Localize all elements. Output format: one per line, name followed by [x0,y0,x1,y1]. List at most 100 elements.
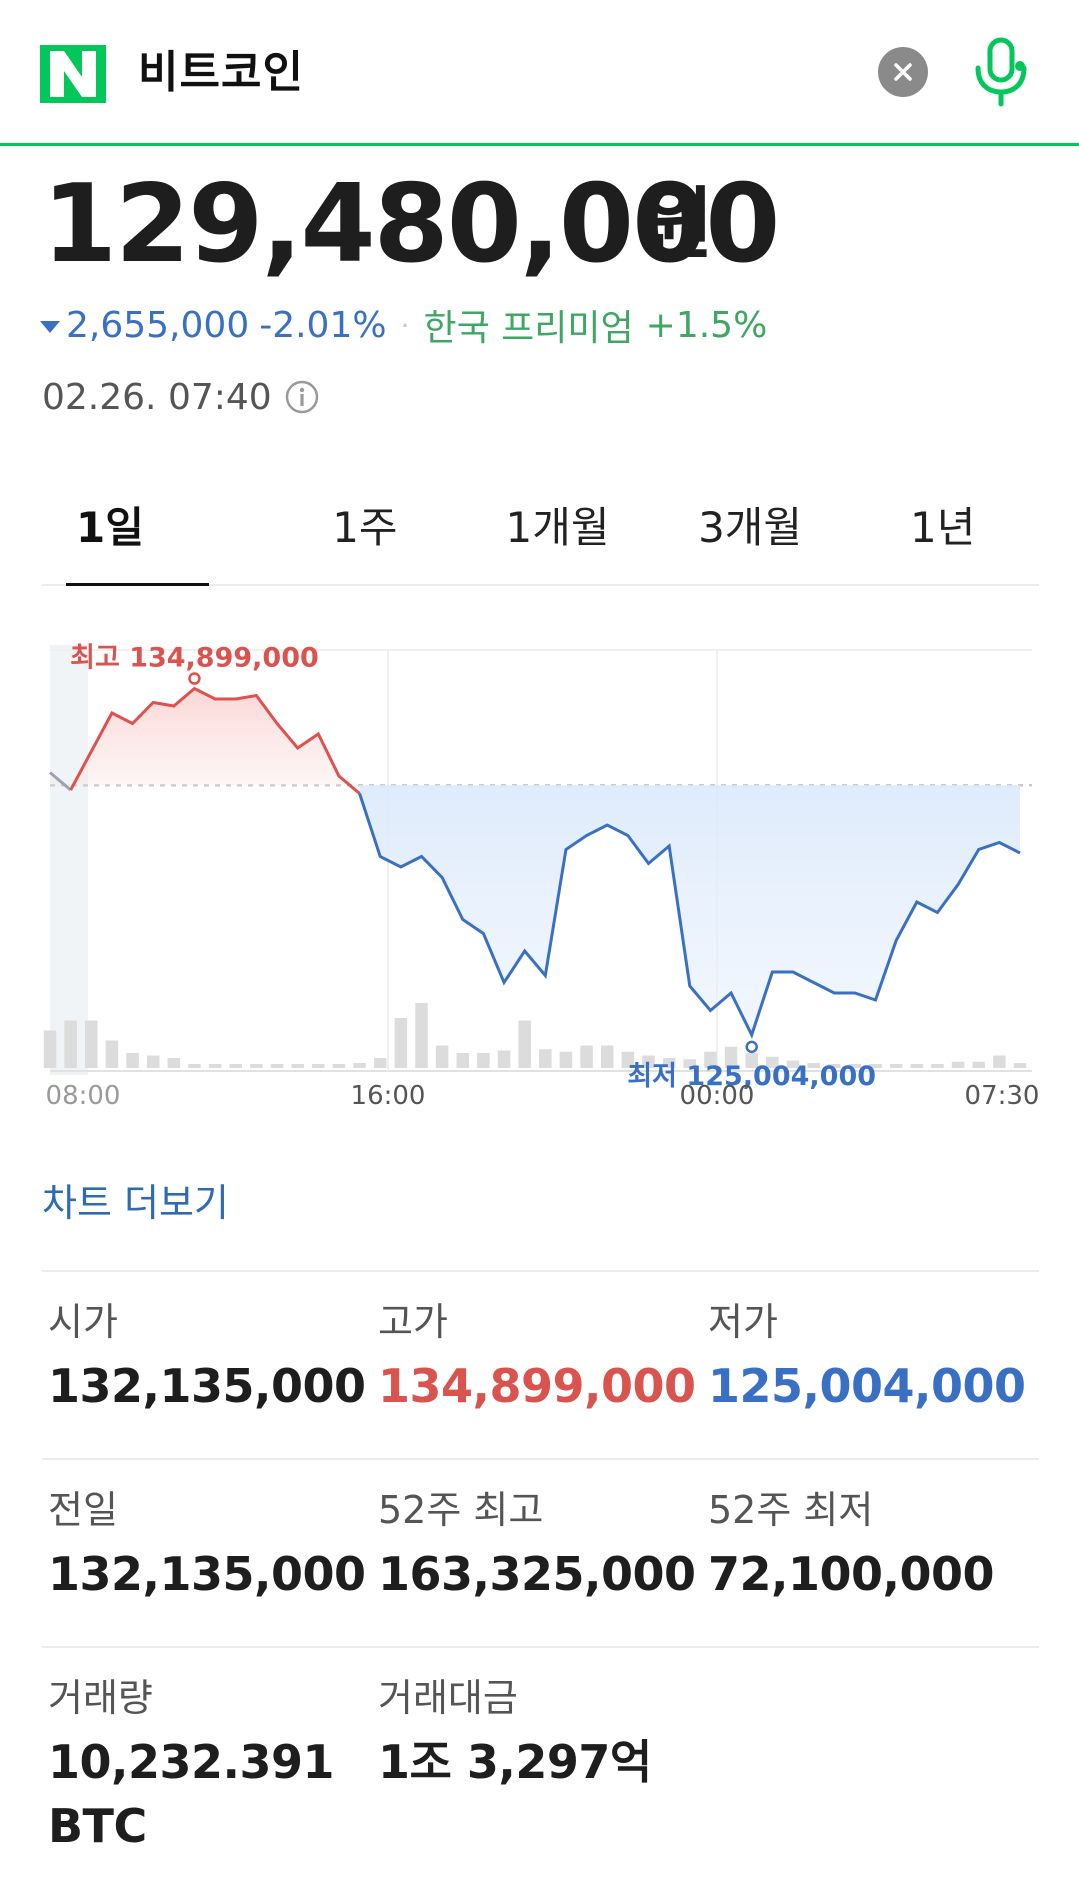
volume-bar [394,1018,408,1068]
price-line-premarket [49,771,72,792]
stats-grid: 시가 132,135,000 고가 134,899,000 저가 125,004… [42,1270,1039,1853]
price-line-down [358,793,1021,1039]
volume-bar [827,1064,841,1068]
timestamp: 02.26. 07:40 [42,376,272,418]
stat-52w-low: 52주 최저 72,100,000 [708,1484,1028,1606]
volume-bar [477,1053,490,1068]
premarket-band [50,645,88,1075]
volume-bar [621,1051,635,1068]
x-tick-label: 00:00 [680,1081,755,1110]
tab-1year[interactable]: 1년 [909,503,976,552]
separator-dot: · [400,308,410,342]
stat-52w-high: 52주 최고 163,325,000 [378,1484,698,1606]
volume-bar [931,1064,944,1068]
stats-row: 전일 132,135,000 52주 최고 163,325,000 52주 최저… [42,1460,1039,1648]
stat-label: 시가 [48,1300,118,1344]
stat-prev-close: 전일 132,135,000 [48,1484,368,1606]
volume-bar [353,1063,366,1068]
price-area-up [50,688,360,786]
volume-bar [373,1058,387,1068]
stat-value: 10,232.391 [48,1735,335,1789]
stat-value-unit: BTC [48,1799,147,1853]
stats-row: 거래량 10,232.391 BTC 거래대금 1조 3,297억 [42,1648,1039,1853]
change-row: 2,655,000 -2.01% · 한국 프리미엄 +1.5% [40,300,767,350]
volume-bar [250,1064,263,1068]
tab-3month[interactable]: 3개월 [698,503,803,552]
volume-bar [580,1045,593,1068]
volume-bar [910,1064,924,1068]
naver-logo[interactable] [40,45,106,103]
stat-value: 1조 3,297억 [378,1735,652,1789]
voice-search-button[interactable] [970,36,1032,108]
stat-label: 전일 [48,1488,118,1532]
volume-bar [105,1040,119,1068]
volume-bar [64,1020,77,1068]
stat-value: 132,135,000 [48,1547,366,1601]
volume-bar [188,1064,201,1068]
close-icon [894,63,912,81]
korea-premium-value: +1.5% [645,304,768,346]
volume-bar [43,1030,57,1068]
volume-bar [704,1051,717,1068]
price-area-down [359,785,1020,1035]
volume-bar [435,1045,449,1068]
price-change: 2,655,000 [66,304,250,346]
volume-bar [848,1064,862,1068]
volume-bar [126,1053,139,1068]
korea-premium-label: 한국 프리미엄 [423,308,634,349]
info-icon[interactable] [284,379,320,415]
tab-1day[interactable]: 1일 [42,478,269,586]
volume-bar [208,1064,222,1068]
current-price: 129,480,000 [42,162,780,287]
stat-value: 72,100,000 [708,1547,995,1601]
volume-bar [600,1045,614,1068]
stat-volume: 거래량 10,232.391 BTC [48,1672,368,1858]
stat-trade-amount: 거래대금 1조 3,297억 [378,1672,698,1794]
timestamp-row: 02.26. 07:40 [42,372,320,422]
stat-value: 163,325,000 [378,1547,696,1601]
tab-1month[interactable]: 1개월 [505,503,610,552]
volume-bar [270,1064,284,1068]
search-header: 비트코인 [0,0,1079,146]
volume-bar [724,1046,738,1068]
volume-bar [766,1056,779,1068]
volume-bar [786,1060,800,1068]
volume-bar [993,1055,1006,1068]
tab-1week[interactable]: 1주 [332,503,398,552]
stat-value: 132,135,000 [48,1359,366,1413]
stat-open: 시가 132,135,000 [48,1296,368,1418]
stat-label: 거래대금 [378,1676,518,1720]
volume-bar [415,1003,428,1068]
volume-bar [518,1020,531,1068]
volume-bar [869,1064,882,1068]
stat-label: 52주 최저 [708,1488,874,1532]
chart-more-link[interactable]: 차트 더보기 [42,1181,229,1225]
price-chart[interactable]: 최고 134,899,000 최저 125,004,000 08:00 16:00 00… [40,630,1040,1110]
down-arrow-icon [40,321,60,333]
period-tabs: 1일 1주 1개월 3개월 1년 [42,478,1039,586]
stat-low: 저가 125,004,000 [708,1296,1028,1418]
x-tick-label: 16:00 [351,1081,426,1110]
logo-n-icon [50,51,96,97]
volume-bar [642,1055,655,1068]
stats-row: 시가 132,135,000 고가 134,899,000 저가 125,004… [42,1272,1039,1460]
low-marker [745,1040,758,1054]
microphone-icon [975,37,1027,107]
search-query[interactable]: 비트코인 [138,47,304,98]
volume-bar [539,1049,552,1068]
volume-bar [85,1020,98,1068]
volume-bar [807,1063,820,1068]
stat-label: 52주 최고 [378,1488,544,1532]
clear-button[interactable] [878,47,928,97]
price-change-percent: -2.01% [259,304,387,346]
volume-bar [229,1064,243,1068]
volume-bar [146,1055,160,1068]
stat-label: 저가 [708,1300,778,1344]
volume-bar [291,1064,304,1068]
volume-bar [662,1058,676,1068]
stat-value: 125,004,000 [708,1359,1026,1413]
volume-bar [332,1064,346,1068]
stat-high: 고가 134,899,000 [378,1296,698,1418]
volume-bar [951,1061,965,1068]
low-label: 최저 125,004,000 [627,1061,876,1092]
